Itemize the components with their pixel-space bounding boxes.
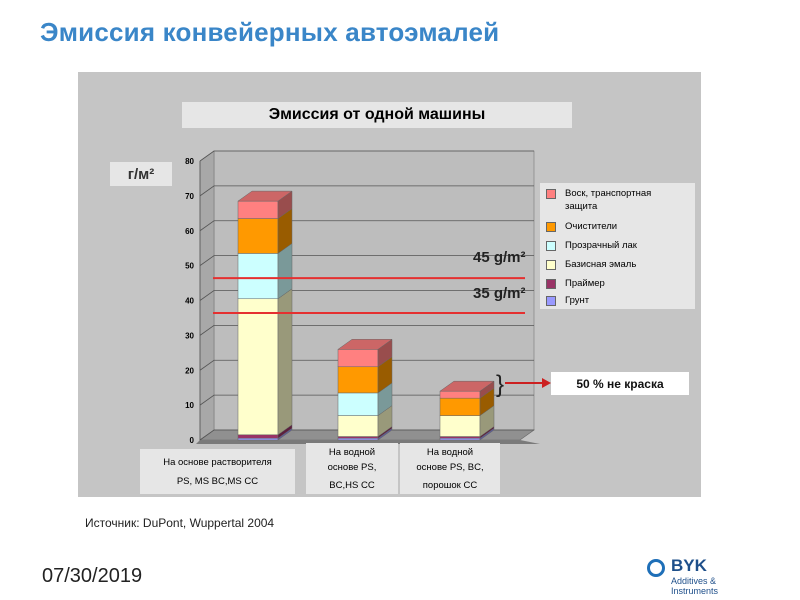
legend-label-wax: Воск, транспортная защита xyxy=(565,188,652,212)
legend-item-basecoat: Базисная эмаль xyxy=(546,258,685,271)
legend-label-cleaners: Очистители xyxy=(565,221,618,232)
gridline-3 xyxy=(199,324,534,336)
category-label-waterborne-hs-line1: На водной xyxy=(328,446,376,458)
byk-logo-subtitle: Additives & Instruments xyxy=(671,576,719,596)
bar-1-top xyxy=(337,339,393,350)
y-tick-label-5: 50 xyxy=(185,262,194,271)
legend-swatch-wax xyxy=(546,189,556,199)
chart-legend: Воск, транспортная защита Очистители Про… xyxy=(540,183,695,309)
legend-swatch-ground xyxy=(546,296,556,306)
gridline-6 xyxy=(199,220,534,232)
legend-swatch-cleaners xyxy=(546,222,556,232)
reference-label-45: 45 g/m² xyxy=(473,249,526,266)
byk-logo: BYK Additives & Instruments xyxy=(647,556,762,596)
gridline-7 xyxy=(199,185,534,197)
gridline-5 xyxy=(199,255,534,266)
bar-1-segment-2 xyxy=(337,415,379,437)
bar-0-segment-4 xyxy=(237,218,279,254)
legend-item-cleaners: Очистители xyxy=(546,220,685,233)
category-label-waterborne-powder: На водной основе PS, BC, порошок CC xyxy=(400,443,500,494)
bar-2-segment-1 xyxy=(439,436,481,439)
bar-2-top xyxy=(439,380,495,392)
category-label-waterborne-powder-line1: На водной xyxy=(426,446,474,458)
y-tick-label-8: 80 xyxy=(185,157,194,166)
slide-date: 07/30/2019 xyxy=(42,565,143,587)
bar-2-segment-2 xyxy=(439,415,481,437)
legend-swatch-primer xyxy=(546,279,556,289)
category-label-waterborne-hs-line2: основе PS, xyxy=(327,461,377,473)
bar-0-segment-1 xyxy=(237,434,279,439)
source-citation: Источник: DuPont, Wuppertal 2004 xyxy=(85,516,275,530)
y-tick-label-2: 20 xyxy=(185,366,194,375)
category-label-solvent-line1: На основе растворителя xyxy=(163,456,272,468)
legend-item-clearcoat: Прозрачный лак xyxy=(546,239,685,252)
non-paint-note: 50 % не краска xyxy=(551,372,689,395)
legend-item-wax: Воск, транспортная защита xyxy=(546,187,685,213)
category-label-solvent: На основе растворителя PS, MS BC,MS CC xyxy=(140,449,295,494)
bar-0-segment-2 xyxy=(237,298,279,436)
legend-label-primer: Праймер xyxy=(565,278,605,289)
legend-label-clearcoat: Прозрачный лак xyxy=(565,240,637,251)
legend-swatch-basecoat xyxy=(546,260,556,270)
gridline-2 xyxy=(199,359,534,371)
category-label-waterborne-hs: На водной основе PS, BC,HS CC xyxy=(306,443,398,494)
category-label-waterborne-powder-line2: основе PS, BC, xyxy=(416,461,484,473)
category-label-waterborne-powder-line3: порошок CC xyxy=(422,479,478,491)
gridline-4 xyxy=(199,290,534,301)
y-tick-label-4: 40 xyxy=(185,297,194,306)
bar-0-top xyxy=(237,190,293,202)
bar-0-segment-0 xyxy=(237,438,279,441)
gridline-8 xyxy=(199,150,534,162)
y-tick-label-7: 70 xyxy=(185,192,194,201)
y-tick-label-3: 30 xyxy=(185,331,194,340)
legend-item-ground: Грунт xyxy=(546,294,685,307)
gridline-1 xyxy=(199,394,534,406)
bar-1-segment-4 xyxy=(337,366,379,394)
bar-2-segment-5 xyxy=(439,390,481,399)
gridline-0 xyxy=(199,429,534,441)
bar-2-segment-0 xyxy=(439,438,481,441)
legend-label-basecoat: Базисная эмаль xyxy=(565,259,637,270)
category-label-waterborne-hs-line3: BC,HS CC xyxy=(329,479,375,491)
reference-label-35: 35 g/m² xyxy=(473,285,526,302)
y-tick-label-1: 10 xyxy=(185,401,194,410)
byk-logo-word: BYK xyxy=(671,556,707,575)
chart-title: Эмиссия от одной машины xyxy=(182,102,572,128)
slide-title: Эмиссия конвейерных автоэмалей xyxy=(40,17,500,47)
brace-icon: } xyxy=(496,371,505,398)
bar-0-segment-5 xyxy=(237,200,279,219)
legend-label-ground: Грунт xyxy=(565,295,590,306)
bar-0-side-2 xyxy=(277,288,293,436)
bar-1-segment-1 xyxy=(337,436,379,439)
bar-1-segment-0 xyxy=(337,438,379,441)
note-arrow-head xyxy=(542,378,551,388)
byk-logo-mark-icon xyxy=(647,559,665,577)
bar-1-segment-5 xyxy=(337,349,379,368)
y-tick-label-0: 0 xyxy=(190,436,195,445)
y-axis-unit: г/м² xyxy=(110,162,172,186)
y-tick-label-6: 60 xyxy=(185,227,194,236)
bar-0-segment-3 xyxy=(237,253,279,300)
legend-item-primer: Праймер xyxy=(546,277,685,290)
legend-swatch-clearcoat xyxy=(546,241,556,251)
bar-2-segment-4 xyxy=(439,397,481,416)
bar-1-segment-3 xyxy=(337,392,379,416)
category-label-solvent-line2: PS, MS BC,MS CC xyxy=(176,475,259,487)
